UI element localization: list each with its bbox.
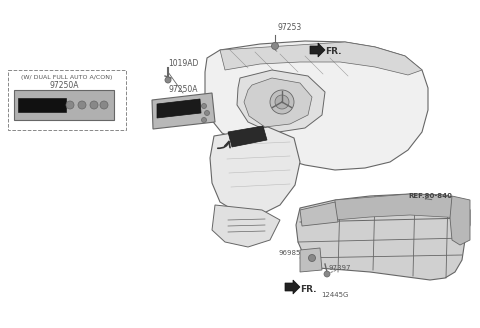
Polygon shape (14, 90, 114, 120)
Polygon shape (212, 205, 280, 247)
Polygon shape (210, 127, 300, 215)
Polygon shape (450, 196, 470, 245)
Text: 96985: 96985 (278, 250, 301, 256)
Text: 12445G: 12445G (321, 292, 348, 298)
Text: 1019AD: 1019AD (168, 58, 198, 68)
Circle shape (90, 101, 98, 109)
Polygon shape (296, 194, 470, 280)
Polygon shape (335, 194, 462, 220)
Polygon shape (205, 41, 428, 170)
Circle shape (324, 271, 330, 277)
Circle shape (275, 95, 289, 109)
Circle shape (202, 104, 206, 109)
Circle shape (270, 90, 294, 114)
Circle shape (66, 101, 74, 109)
Circle shape (272, 43, 278, 50)
Polygon shape (310, 43, 325, 57)
Polygon shape (300, 248, 322, 272)
Circle shape (202, 117, 206, 122)
Circle shape (309, 255, 315, 261)
Circle shape (165, 77, 171, 83)
Text: 97397: 97397 (329, 265, 351, 271)
Circle shape (204, 111, 209, 115)
Polygon shape (157, 99, 201, 118)
Polygon shape (300, 202, 338, 226)
Text: FR.: FR. (300, 284, 316, 294)
Text: (W/ DUAL FULL AUTO A/CON): (W/ DUAL FULL AUTO A/CON) (21, 74, 113, 79)
Polygon shape (285, 280, 300, 294)
Circle shape (100, 101, 108, 109)
Text: REF.80-840: REF.80-840 (408, 193, 452, 199)
Text: 97253: 97253 (278, 24, 302, 32)
Circle shape (78, 101, 86, 109)
Polygon shape (228, 126, 267, 147)
Text: 97250A: 97250A (168, 86, 198, 94)
Polygon shape (244, 78, 312, 127)
Polygon shape (18, 98, 66, 112)
Polygon shape (152, 93, 215, 129)
Text: FR.: FR. (325, 48, 341, 56)
Text: 97250A: 97250A (49, 81, 79, 91)
Polygon shape (237, 70, 325, 133)
Polygon shape (220, 42, 422, 75)
